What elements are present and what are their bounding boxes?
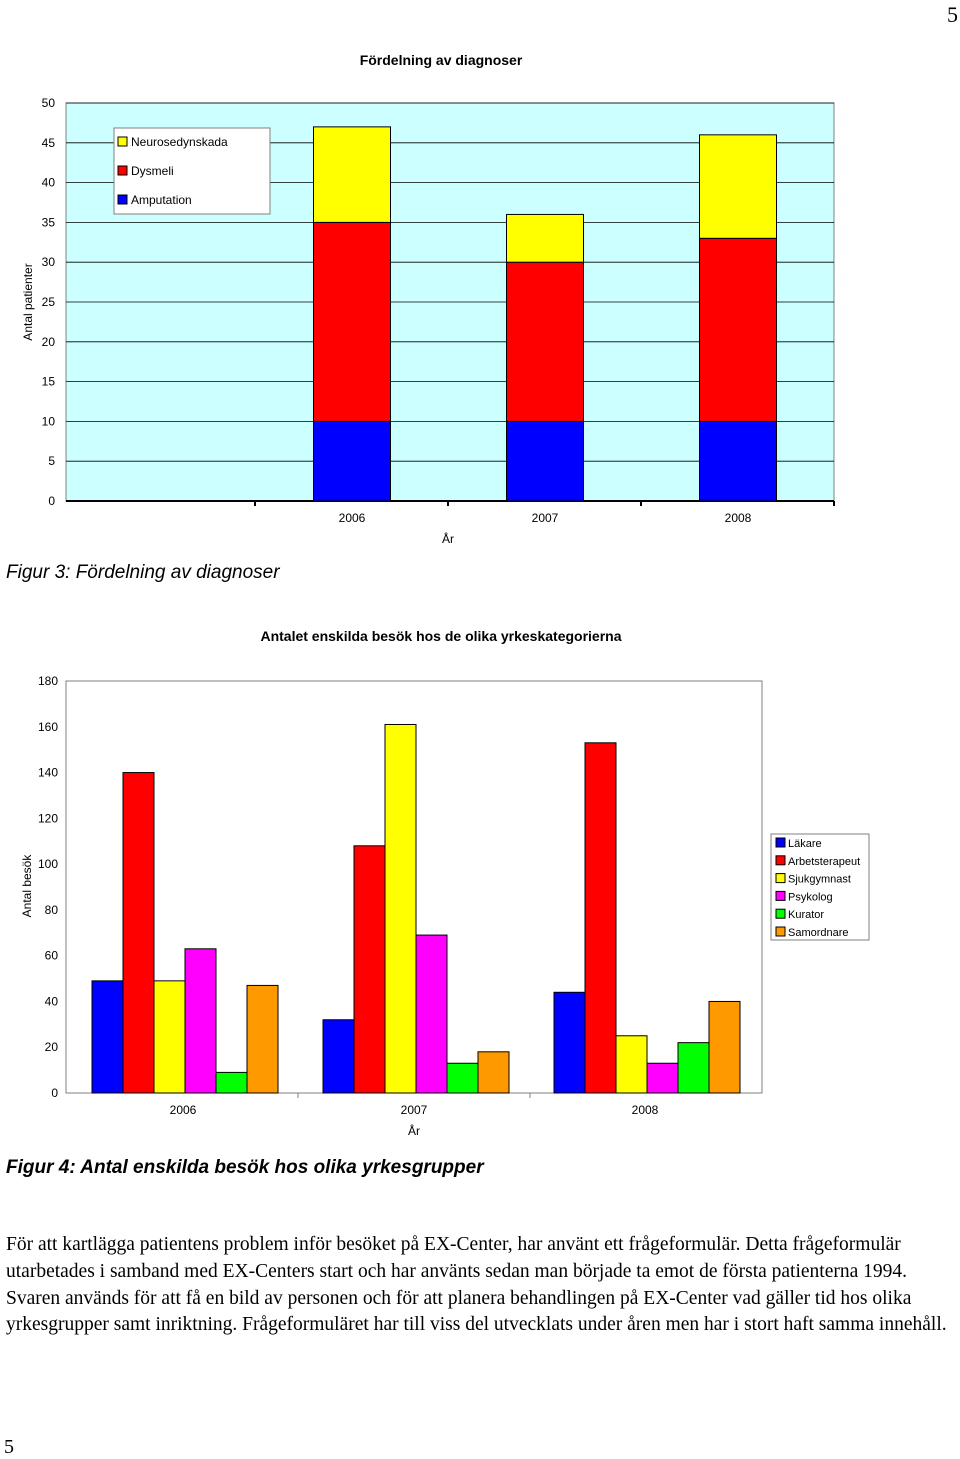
y-tick-label: 120 <box>38 811 58 825</box>
bar-kurator <box>677 1042 710 1094</box>
legend-box <box>770 833 870 941</box>
page-number: 5 <box>947 2 958 27</box>
legend-swatch <box>117 136 128 147</box>
x-tick-label: 2007 <box>401 1103 428 1117</box>
legend-swatch <box>775 837 786 848</box>
y-axis-label: Antal patienter <box>21 263 35 340</box>
y-tick-label: 50 <box>42 96 56 110</box>
bar-amputation <box>506 420 584 502</box>
bar-sjukgymnast <box>384 723 417 1094</box>
y-tick-label: 45 <box>42 136 56 150</box>
bar-läkare <box>553 991 586 1094</box>
x-axis-label: År <box>408 1123 420 1138</box>
legend: Neurosedynskada Dysmeli Amputation <box>113 127 271 215</box>
x-axis-label: År <box>442 531 454 546</box>
y-tick-label: 60 <box>45 949 59 963</box>
figure-4-caption: Figur 4: Antal enskilda besök hos olika … <box>6 1157 484 1178</box>
bar-dysmeli <box>699 237 777 422</box>
bar-sjukgymnast <box>153 980 186 1094</box>
x-tick-label: 2006 <box>339 511 366 525</box>
bar-amputation <box>699 420 777 502</box>
y-axis-label: Antal besök <box>20 854 34 918</box>
body-paragraph: För att kartlägga patientens problem inf… <box>6 1234 947 1336</box>
y-tick-label: 30 <box>42 255 56 269</box>
legend-label: Neurosedynskada <box>131 135 228 149</box>
legend-label: Samordnare <box>788 927 849 939</box>
bar-läkare <box>322 1019 355 1094</box>
page-footer-number: 5 <box>4 1436 14 1458</box>
legend-label: Kurator <box>788 909 824 921</box>
legend-label: Amputation <box>131 193 192 207</box>
bar-arbetsterapeut <box>122 772 155 1094</box>
bar-samordnare <box>708 1000 741 1094</box>
bar-samordnare <box>246 984 279 1094</box>
bar-neurosedynskada <box>506 213 584 263</box>
chart-title: Fördelning av diagnoser <box>360 52 523 68</box>
bar-dysmeli <box>313 221 391 422</box>
chart-title: Antalet enskilda besök hos de olika yrke… <box>260 628 621 644</box>
legend-box <box>113 127 271 215</box>
legend-label: Psykolog <box>788 891 833 903</box>
bar-arbetsterapeut <box>353 845 386 1094</box>
y-tick-label: 100 <box>38 857 58 871</box>
bar-läkare <box>91 980 124 1094</box>
y-tick-label: 20 <box>45 1040 59 1054</box>
y-tick-label: 160 <box>38 720 58 734</box>
bar-sjukgymnast <box>615 1035 648 1094</box>
y-tick-label: 40 <box>42 176 56 190</box>
bar-amputation <box>313 420 391 502</box>
legend-swatch <box>775 926 786 937</box>
legend-swatch <box>117 194 128 205</box>
y-tick-label: 5 <box>48 454 55 468</box>
chart-diagnoses: Fördelning av diagnoser 0 5 10 15 20 25 30 35 40 4… <box>21 52 835 546</box>
x-tick-label: 2007 <box>532 511 559 525</box>
bar-psykolog <box>415 934 448 1094</box>
y-tick-label: 180 <box>38 674 58 688</box>
bar-kurator <box>215 1071 248 1094</box>
legend-label: Läkare <box>788 838 822 850</box>
y-tick-label: 35 <box>42 215 56 229</box>
x-tick-label: 2008 <box>725 511 752 525</box>
legend-swatch <box>117 165 128 176</box>
legend: Läkare Arbetsterapeut Sjukgymnast Psykolog K… <box>770 833 870 941</box>
y-tick-label: 0 <box>48 494 55 508</box>
x-tick-label: 2008 <box>632 1103 659 1117</box>
legend-label: Arbetsterapeut <box>788 856 860 868</box>
y-tick-label: 25 <box>42 295 56 309</box>
y-tick-label: 15 <box>42 375 56 389</box>
y-tick-label: 10 <box>42 414 56 428</box>
bar-psykolog <box>184 948 217 1094</box>
legend-swatch <box>775 908 786 919</box>
bar-neurosedynskada <box>313 126 391 223</box>
bar-samordnare <box>477 1051 510 1094</box>
y-tick-label: 140 <box>38 766 58 780</box>
bar-arbetsterapeut <box>584 742 617 1094</box>
bar-dysmeli <box>506 261 584 422</box>
bar-kurator <box>446 1062 479 1094</box>
legend-swatch <box>775 855 786 866</box>
bar-neurosedynskada <box>699 134 777 239</box>
bar-psykolog <box>646 1062 679 1094</box>
y-tick-label: 80 <box>45 903 59 917</box>
figure-3-caption: Figur 3: Fördelning av diagnoser <box>6 562 280 583</box>
legend-label: Dysmeli <box>131 164 174 178</box>
y-tick-label: 40 <box>45 994 59 1008</box>
x-tick-label: 2006 <box>170 1103 197 1117</box>
y-tick-label: 0 <box>51 1086 58 1100</box>
y-tick-label: 20 <box>42 335 56 349</box>
legend-label: Sjukgymnast <box>788 874 851 886</box>
legend-swatch <box>775 890 786 901</box>
chart-visits: Antalet enskilda besök hos de olika yrke… <box>20 628 870 1138</box>
legend-swatch <box>775 873 786 884</box>
